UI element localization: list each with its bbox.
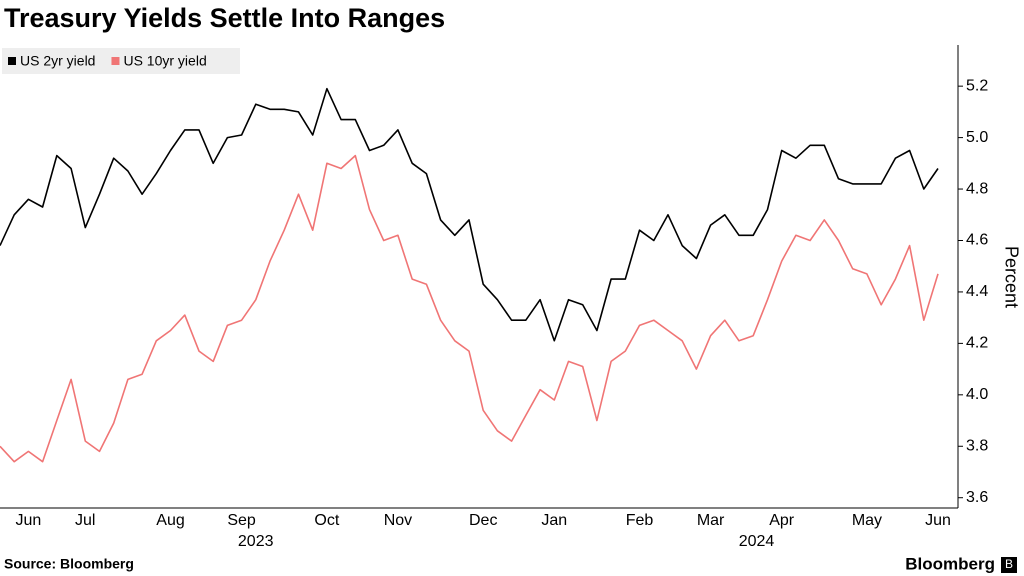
x-tick-label: Jan [541, 512, 567, 529]
legend-swatch [8, 57, 16, 65]
brand-icon [1001, 557, 1017, 573]
year-label: 2023 [238, 533, 274, 550]
x-tick-label: Jun [925, 512, 951, 529]
legend-box [2, 48, 240, 74]
x-tick-label: Nov [384, 512, 412, 529]
x-tick-label: May [852, 512, 882, 529]
x-tick-label: Feb [626, 512, 654, 529]
y-tick-label: 5.2 [966, 77, 988, 94]
y-tick-label: 4.4 [966, 283, 988, 300]
y-axis-label: Percent [1001, 246, 1021, 308]
x-tick-label: Sep [227, 512, 256, 529]
legend-label: US 2yr yield [20, 53, 95, 69]
y-tick-label: 5.0 [966, 129, 988, 146]
year-label: 2024 [739, 533, 775, 550]
legend-swatch [111, 57, 120, 65]
x-tick-label: Jun [16, 512, 42, 529]
brand-icon-glyph: B [1005, 557, 1013, 571]
y-tick-label: 4.8 [966, 180, 988, 197]
y-tick-label: 4.6 [966, 232, 988, 249]
x-tick-label: Dec [469, 512, 497, 529]
y-tick-label: 3.8 [966, 437, 988, 454]
series-line [0, 154, 939, 463]
chart-title: Treasury Yields Settle Into Ranges [4, 3, 445, 33]
x-tick-label: Aug [156, 512, 184, 529]
source: Source: Bloomberg [4, 556, 134, 572]
y-tick-label: 3.6 [966, 489, 988, 506]
x-tick-label: Oct [314, 512, 339, 529]
y-tick-label: 4.0 [966, 386, 988, 403]
series-line [0, 87, 939, 342]
x-tick-label: Jul [75, 512, 95, 529]
legend: US 2yr yield US 10yr yield [2, 48, 240, 74]
y-tick-label: 4.2 [966, 335, 988, 352]
x-tick-label: Mar [697, 512, 725, 529]
brand: Bloomberg [905, 554, 995, 573]
x-tick-label: Apr [769, 512, 795, 529]
legend-label: US 10yr yield [123, 53, 206, 69]
